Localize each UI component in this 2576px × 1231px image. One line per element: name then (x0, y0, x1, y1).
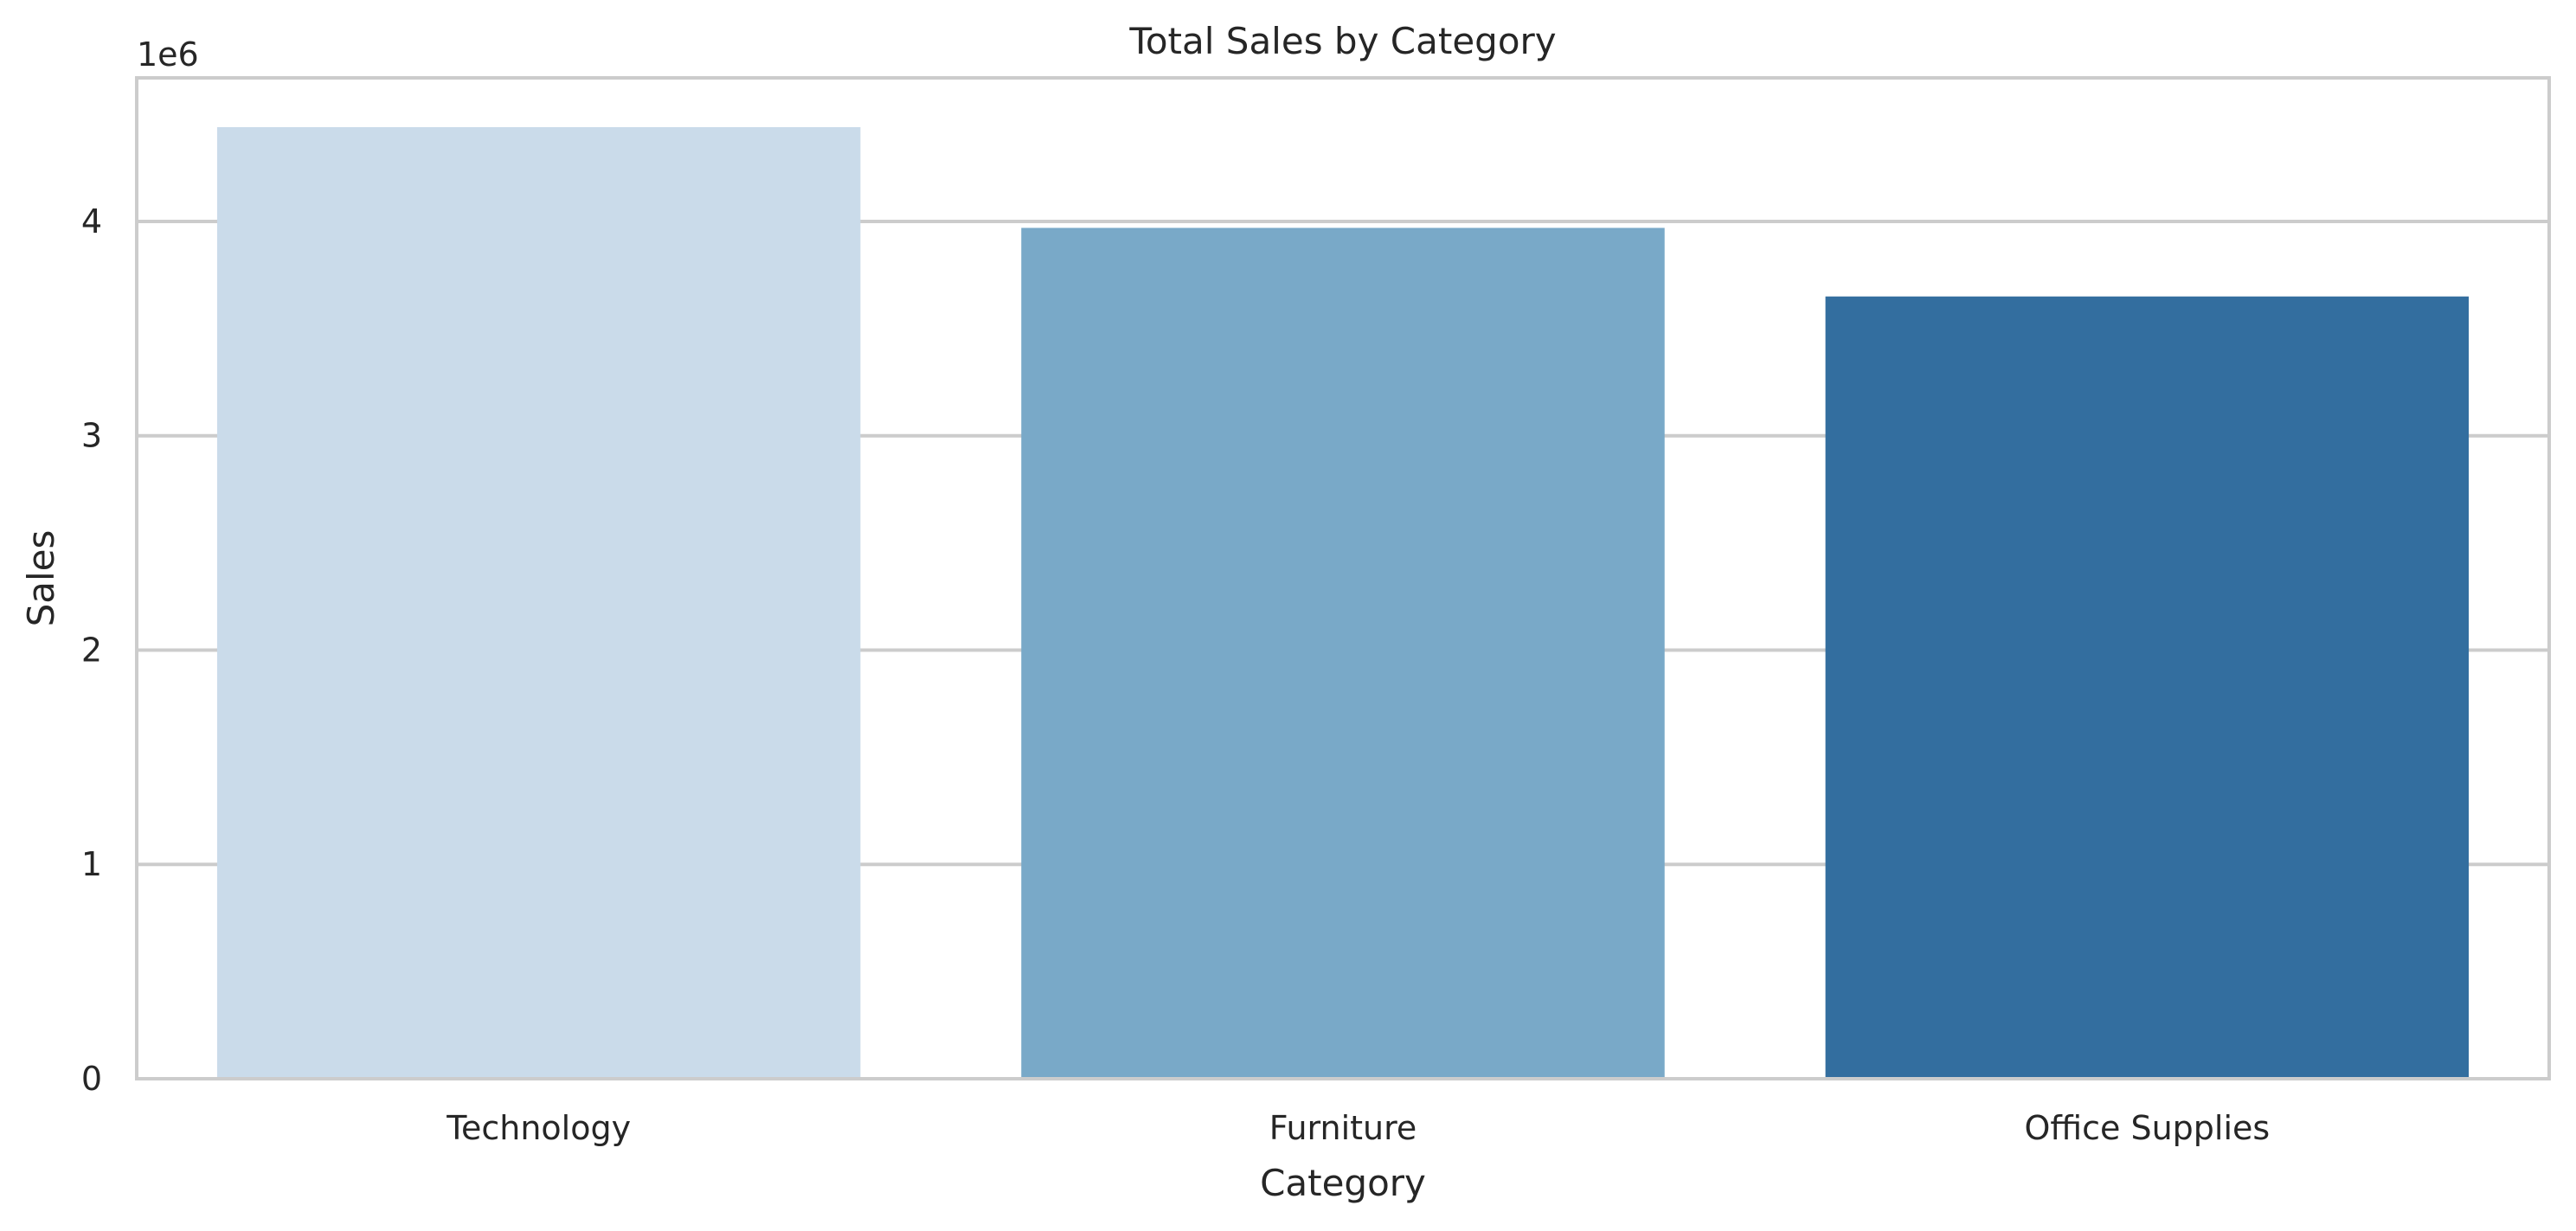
x-tick-label: Technology (446, 1109, 631, 1147)
plot-frame (135, 76, 2551, 1080)
x-tick-label: Furniture (1269, 1109, 1417, 1147)
y-tick-label: 0 (81, 1060, 102, 1098)
chart-title: Total Sales by Category (1128, 20, 1556, 62)
x-tick-label: Office Supplies (2024, 1109, 2270, 1147)
x-axis-label: Category (1260, 1162, 1426, 1204)
y-axis-label: Sales (20, 530, 62, 627)
y-tick-label: 3 (81, 417, 102, 455)
bar-office-supplies (1825, 296, 2470, 1079)
bars (216, 126, 2470, 1079)
bar-technology (216, 126, 861, 1079)
x-tick-labels: Technology Furniture Office Supplies (446, 1109, 2270, 1147)
y-tick-label: 1 (81, 845, 102, 883)
y-tick-labels: 0 1 2 3 4 (81, 202, 102, 1098)
y-axis-offset-label: 1e6 (137, 35, 199, 74)
y-tick-label: 4 (81, 202, 102, 240)
bar-furniture (1021, 228, 1665, 1079)
y-tick-label: 2 (81, 631, 102, 669)
